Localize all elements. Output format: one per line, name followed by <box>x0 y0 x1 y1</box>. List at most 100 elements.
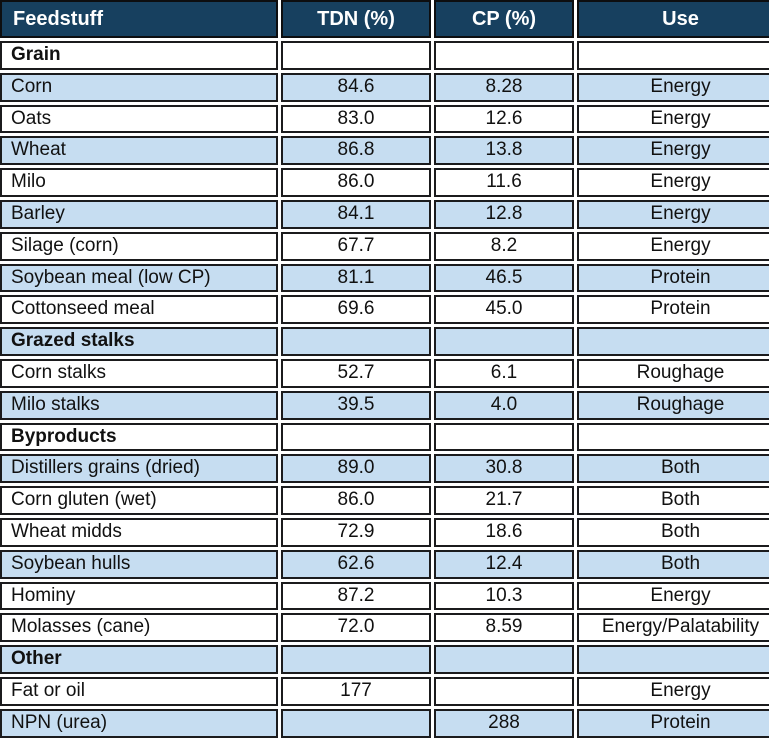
column-header-feedstuff: Feedstuff <box>0 0 278 38</box>
cp-cell: 10.3 <box>434 581 574 611</box>
use-cell: Energy/Palatability <box>577 613 769 643</box>
tdn-cell: 72.9 <box>281 517 431 547</box>
tdn-cell: 86.8 <box>281 136 431 166</box>
feedstuff-cell: Grazed stalks <box>0 327 278 356</box>
column-header-tdn: TDN (%) <box>281 0 431 38</box>
use-cell: Both <box>577 517 769 547</box>
tdn-cell: 62.6 <box>281 549 431 579</box>
feedstuff-cell: Milo stalks <box>0 390 278 420</box>
tdn-cell: 81.1 <box>281 263 431 293</box>
tdn-cell <box>281 645 431 674</box>
feedstuff-cell: Hominy <box>0 581 278 611</box>
cp-cell: 12.6 <box>434 104 574 134</box>
feedstuff-cell: Oats <box>0 104 278 134</box>
table-row: Corn stalks 52.7 6.1 Roughage <box>0 358 769 388</box>
tdn-cell: 72.0 <box>281 613 431 643</box>
tdn-cell: 67.7 <box>281 231 431 261</box>
use-cell <box>577 327 769 356</box>
use-cell: Energy <box>577 231 769 261</box>
use-cell <box>577 645 769 674</box>
feedstuff-cell: Silage (corn) <box>0 231 278 261</box>
table-row: Molasses (cane) 72.0 8.59 Energy/Palatabili… <box>0 613 769 643</box>
tdn-cell: 89.0 <box>281 454 431 484</box>
table-row: Fat or oil 177 Energy <box>0 676 769 706</box>
cp-cell: 288 <box>434 708 574 738</box>
use-cell: Energy <box>577 136 769 166</box>
feedstuff-cell: Wheat <box>0 136 278 166</box>
cp-cell: 18.6 <box>434 517 574 547</box>
feedstuff-cell: Corn stalks <box>0 358 278 388</box>
section-row: Grazed stalks <box>0 327 769 356</box>
tdn-cell <box>281 327 431 356</box>
tdn-cell: 177 <box>281 676 431 706</box>
use-cell <box>577 422 769 452</box>
tdn-cell: 69.6 <box>281 295 431 325</box>
cp-cell: 8.28 <box>434 72 574 102</box>
use-cell: Energy <box>577 581 769 611</box>
feedstuff-cell: Corn <box>0 72 278 102</box>
feedstuff-cell: Molasses (cane) <box>0 613 278 643</box>
table-row: Wheat midds 72.9 18.6 Both <box>0 517 769 547</box>
feedstuff-cell: Soybean hulls <box>0 549 278 579</box>
feedstuff-cell: Other <box>0 645 278 674</box>
cp-cell <box>434 327 574 356</box>
column-header-use: Use <box>577 0 769 38</box>
cp-cell: 12.8 <box>434 199 574 229</box>
feedstuff-cell: Corn gluten (wet) <box>0 486 278 515</box>
table-row: Silage (corn) 67.7 8.2 Energy <box>0 231 769 261</box>
cp-cell: 12.4 <box>434 549 574 579</box>
tdn-cell: 52.7 <box>281 358 431 388</box>
column-header-cp: CP (%) <box>434 0 574 38</box>
cp-cell <box>434 422 574 452</box>
feedstuff-cell: Barley <box>0 199 278 229</box>
use-cell: Protein <box>577 295 769 325</box>
cp-cell: 13.8 <box>434 136 574 166</box>
feedstuff-cell: NPN (urea) <box>0 708 278 738</box>
table-row: Corn 84.6 8.28 Energy <box>0 72 769 102</box>
table-row: Milo stalks 39.5 4.0 Roughage <box>0 390 769 420</box>
cp-cell: 6.1 <box>434 358 574 388</box>
table-row: Oats 83.0 12.6 Energy <box>0 104 769 134</box>
header-row: Feedstuff TDN (%) CP (%) Use <box>0 0 769 38</box>
table-row: Soybean meal (low CP) 81.1 46.5 Protein <box>0 263 769 293</box>
use-cell: Roughage <box>577 358 769 388</box>
section-row: Byproducts <box>0 422 769 452</box>
table-row: Cottonseed meal 69.6 45.0 Protein <box>0 295 769 325</box>
feedstuff-cell: Fat or oil <box>0 676 278 706</box>
table-row: NPN (urea) 288 Protein <box>0 708 769 738</box>
feedstuff-cell: Cottonseed meal <box>0 295 278 325</box>
table-row: Milo 86.0 11.6 Energy <box>0 168 769 197</box>
cp-cell <box>434 645 574 674</box>
feedstuff-cell: Grain <box>0 41 278 70</box>
table-row: Soybean hulls 62.6 12.4 Both <box>0 549 769 579</box>
feedstuff-cell: Wheat midds <box>0 517 278 547</box>
cp-cell: 45.0 <box>434 295 574 325</box>
cp-cell: 30.8 <box>434 454 574 484</box>
use-cell <box>577 41 769 70</box>
feedstuff-cell: Distillers grains (dried) <box>0 454 278 484</box>
use-cell: Energy <box>577 104 769 134</box>
cp-cell: 46.5 <box>434 263 574 293</box>
tdn-cell: 86.0 <box>281 486 431 515</box>
table-body: Grain Corn 84.6 8.28 Energy Oats 83.0 12.6 Energ… <box>0 41 769 738</box>
tdn-cell: 83.0 <box>281 104 431 134</box>
use-cell: Roughage <box>577 390 769 420</box>
use-cell: Protein <box>577 263 769 293</box>
table-row: Distillers grains (dried) 89.0 30.8 Both <box>0 454 769 484</box>
tdn-cell: 87.2 <box>281 581 431 611</box>
tdn-cell: 86.0 <box>281 168 431 197</box>
tdn-cell: 39.5 <box>281 390 431 420</box>
use-cell: Protein <box>577 708 769 738</box>
section-row: Grain <box>0 41 769 70</box>
cp-cell <box>434 676 574 706</box>
cp-cell: 11.6 <box>434 168 574 197</box>
tdn-cell: 84.1 <box>281 199 431 229</box>
use-cell: Energy <box>577 72 769 102</box>
tdn-cell <box>281 422 431 452</box>
cp-cell: 8.2 <box>434 231 574 261</box>
table-row: Barley 84.1 12.8 Energy <box>0 199 769 229</box>
cp-cell <box>434 41 574 70</box>
table-row: Hominy 87.2 10.3 Energy <box>0 581 769 611</box>
